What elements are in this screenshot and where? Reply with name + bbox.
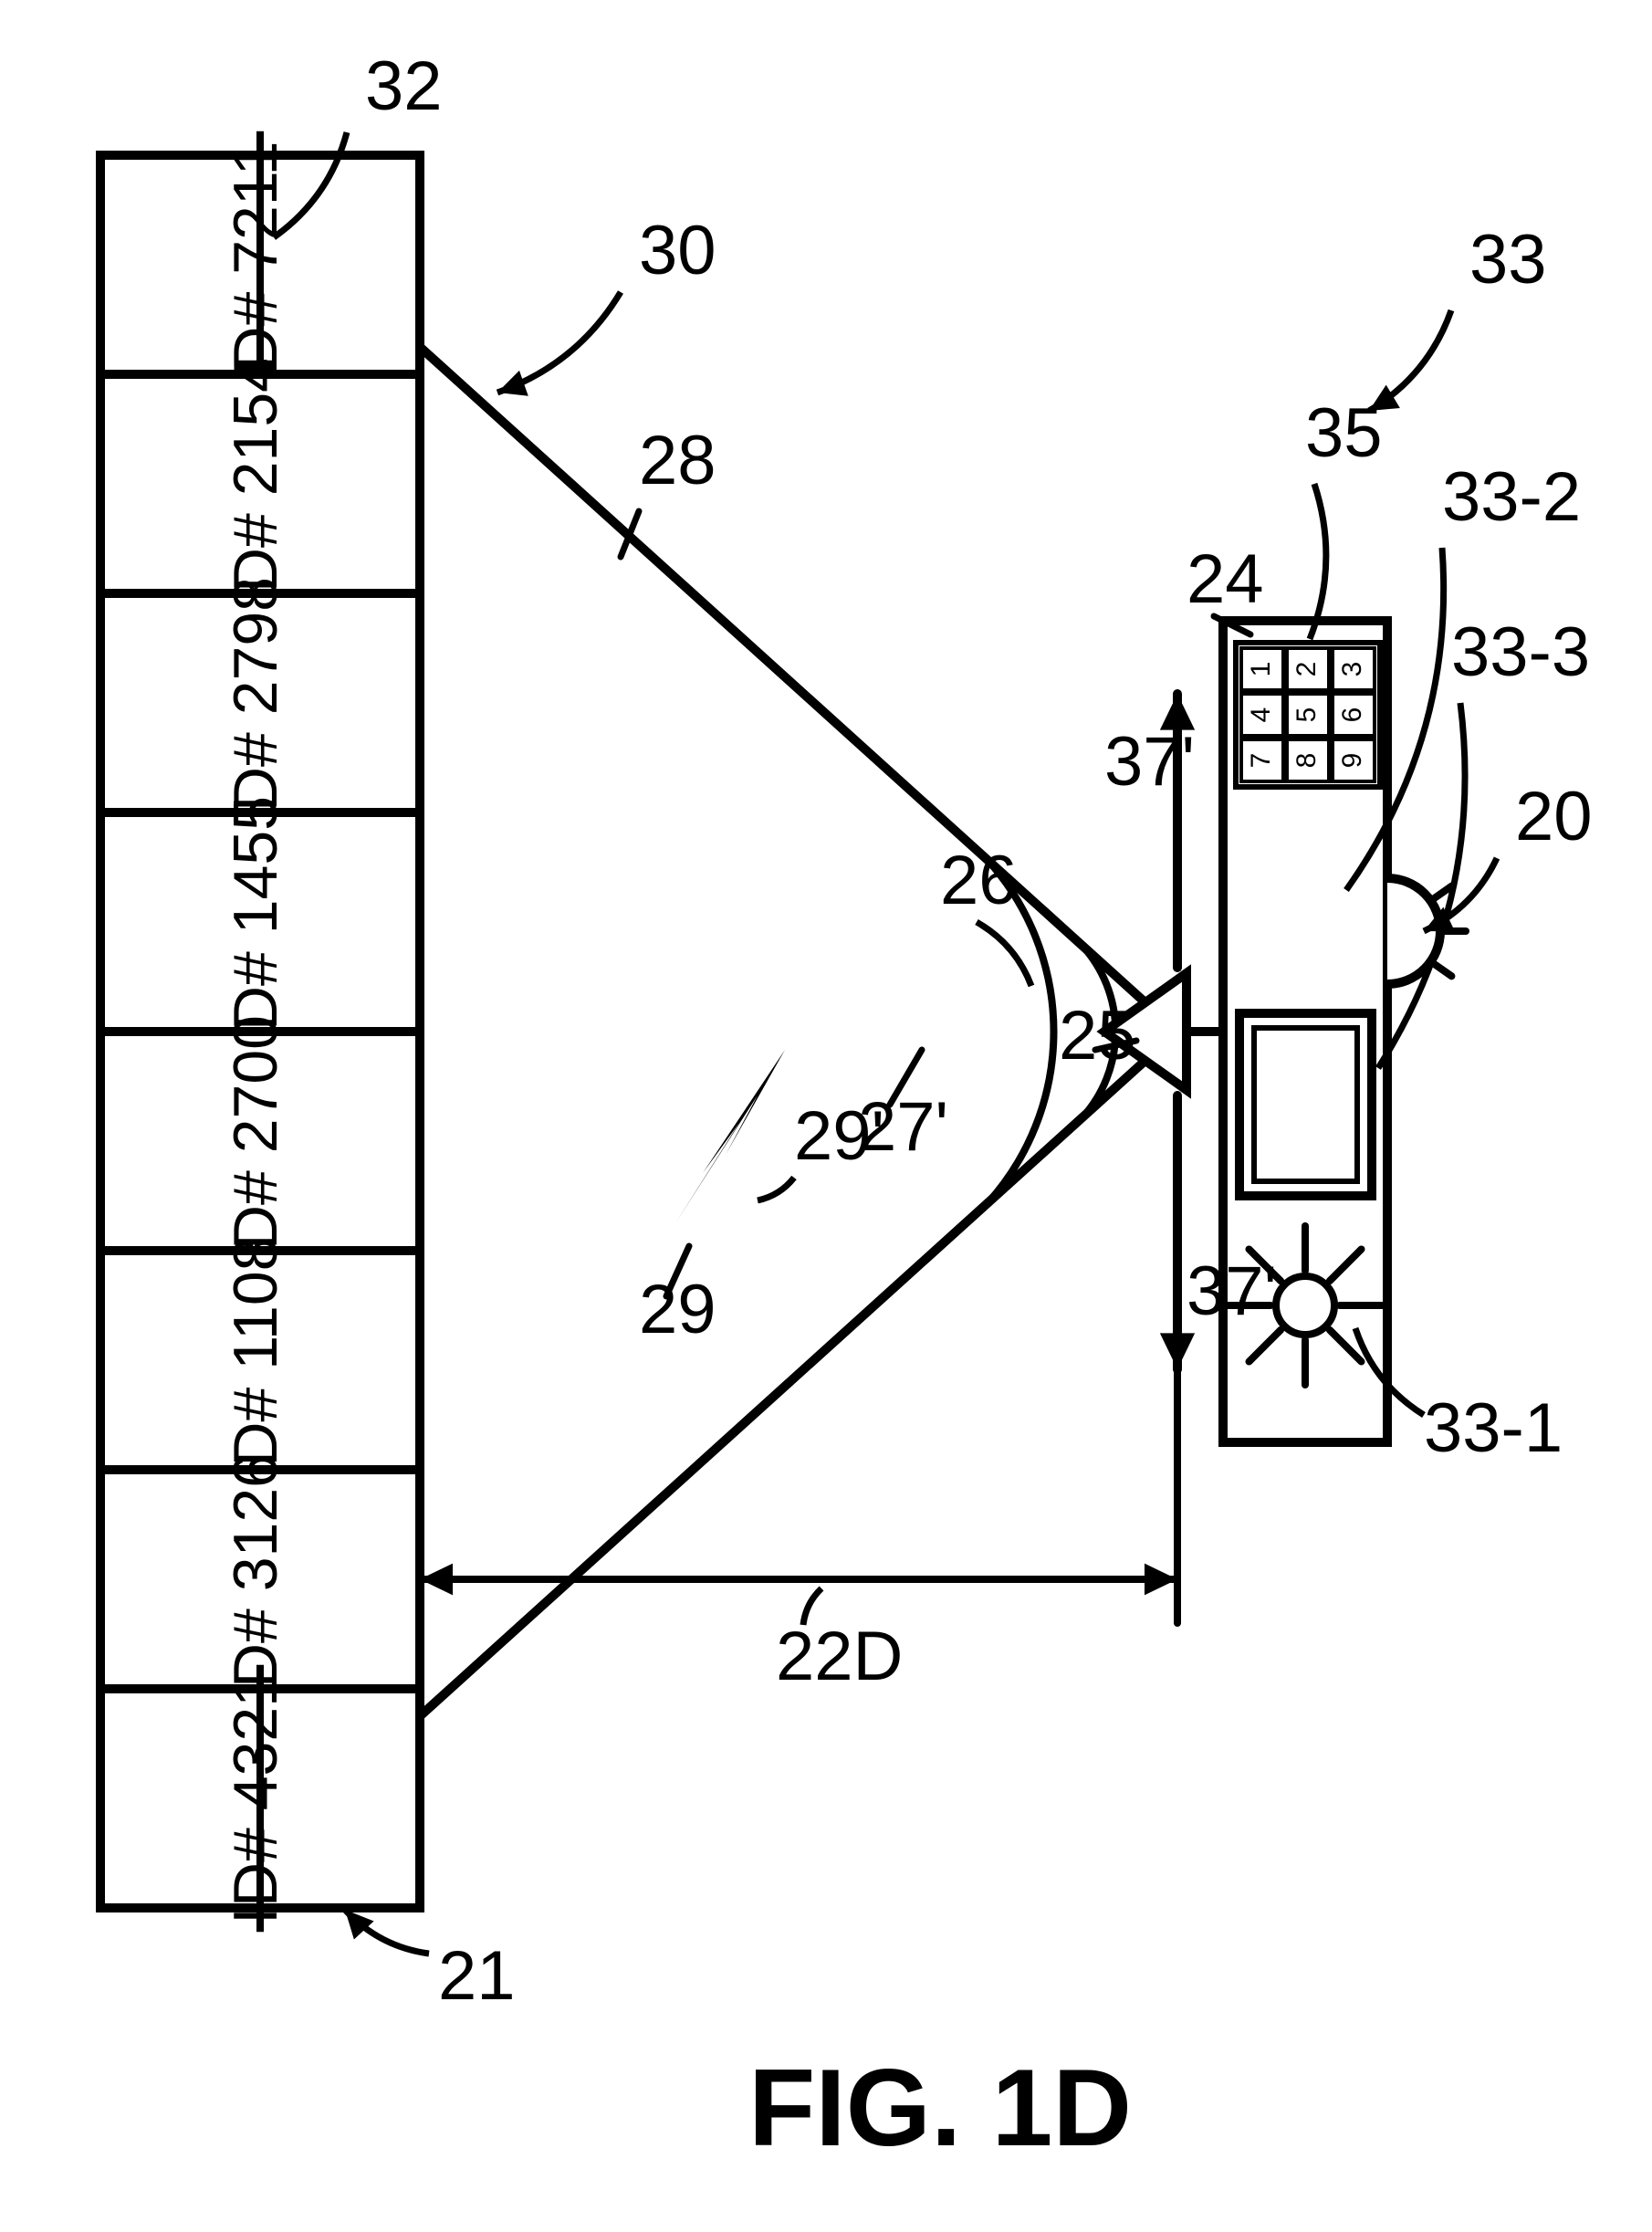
id-cell-label: ID# 1455: [221, 796, 290, 1048]
callout-label: 22D: [776, 1618, 903, 1695]
callout-label: 20: [1515, 778, 1593, 855]
id-cell-label: ID# 1108: [221, 1237, 290, 1484]
id-cell-label: ID# 2154: [221, 358, 290, 610]
callout-label: 30: [639, 212, 716, 289]
keypad-key-label: 7: [1246, 753, 1276, 769]
figure-title: FIG. 1D: [748, 2047, 1132, 2169]
keypad-key-label: 2: [1291, 662, 1322, 677]
keypad-key-label: 1: [1246, 662, 1276, 677]
callout-label: 27': [858, 1088, 948, 1166]
id-cell-label: ID# 7211: [221, 141, 290, 389]
callout-label: 33-3: [1451, 613, 1590, 691]
callout-label: 33: [1469, 221, 1547, 299]
callout-label: 25: [1059, 997, 1136, 1074]
keypad-key-label: 9: [1337, 753, 1367, 769]
id-cell-label: ID# 3126: [221, 1453, 290, 1705]
device-screen-inner: [1254, 1028, 1357, 1181]
callout-label: 28: [639, 422, 716, 499]
callout-label: 33-1: [1424, 1389, 1563, 1467]
callout-label: 32: [365, 47, 443, 125]
callout-label: 33-2: [1442, 458, 1581, 536]
callouts: 323028212929'27'2637'37'25243533-233-333…: [274, 47, 1593, 2015]
id-cell-label: ID# 4321: [221, 1672, 290, 1924]
callout-label: 21: [438, 1937, 516, 2015]
id-stack: ID# 7211ID# 2154ID# 2798ID# 1455ID# 2700…: [100, 131, 420, 1932]
figure-svg: ID# 7211ID# 2154ID# 2798ID# 1455ID# 2700…: [0, 0, 1652, 2232]
id-cell-label: ID# 2700: [221, 1015, 290, 1267]
callout-label: 37': [1104, 723, 1195, 801]
keypad-key-label: 3: [1337, 662, 1367, 677]
callout-label: 24: [1187, 540, 1264, 618]
keypad-key-label: 6: [1337, 707, 1367, 723]
callout-label: 37': [1187, 1252, 1277, 1330]
led-icon: [1276, 1276, 1334, 1335]
keypad-key-label: 5: [1291, 707, 1322, 723]
keypad-key-label: 8: [1291, 753, 1322, 769]
id-cell-label: ID# 2798: [221, 577, 290, 829]
keypad-key-label: 4: [1246, 707, 1276, 723]
callout-label: 35: [1305, 394, 1383, 472]
callout-label: 29: [639, 1271, 716, 1348]
callout-label: 26: [940, 842, 1018, 919]
